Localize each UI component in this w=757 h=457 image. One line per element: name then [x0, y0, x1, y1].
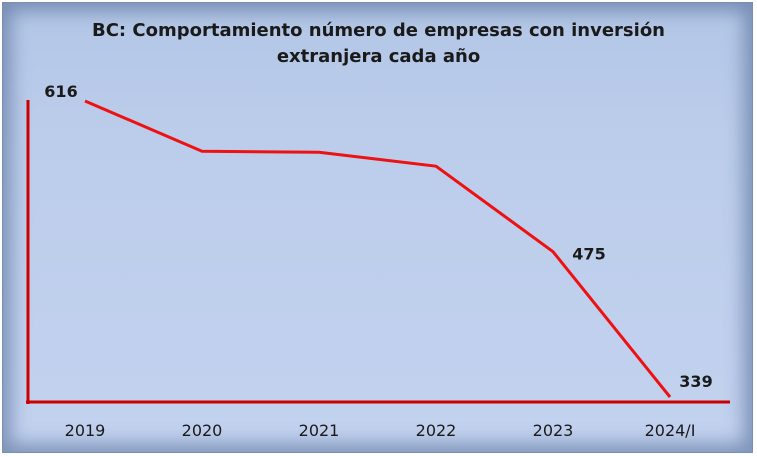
x-tick-label: 2019	[65, 421, 106, 440]
x-tick-label: 2023	[533, 421, 574, 440]
chart-title: BC: Comportamiento número de empresas co…	[0, 18, 757, 70]
data-labels: 616 475 339	[44, 82, 712, 391]
x-tick-label: 2022	[416, 421, 457, 440]
data-label: 339	[679, 372, 712, 391]
chart-title-line-1: BC: Comportamiento número de empresas co…	[91, 20, 665, 41]
series-line	[84, 99, 672, 398]
chart-frame	[2, 2, 753, 453]
x-tick-label: 2020	[182, 421, 223, 440]
data-label: 475	[572, 245, 605, 264]
x-tick-label: 2021	[299, 421, 340, 440]
x-tick-labels: 2019 2020 2021 2022 2023 2024/I	[65, 421, 696, 440]
data-label: 616	[44, 82, 77, 101]
x-tick-label: 2024/I	[645, 421, 696, 440]
chart-title-line-2: extranjera cada año	[276, 46, 481, 67]
